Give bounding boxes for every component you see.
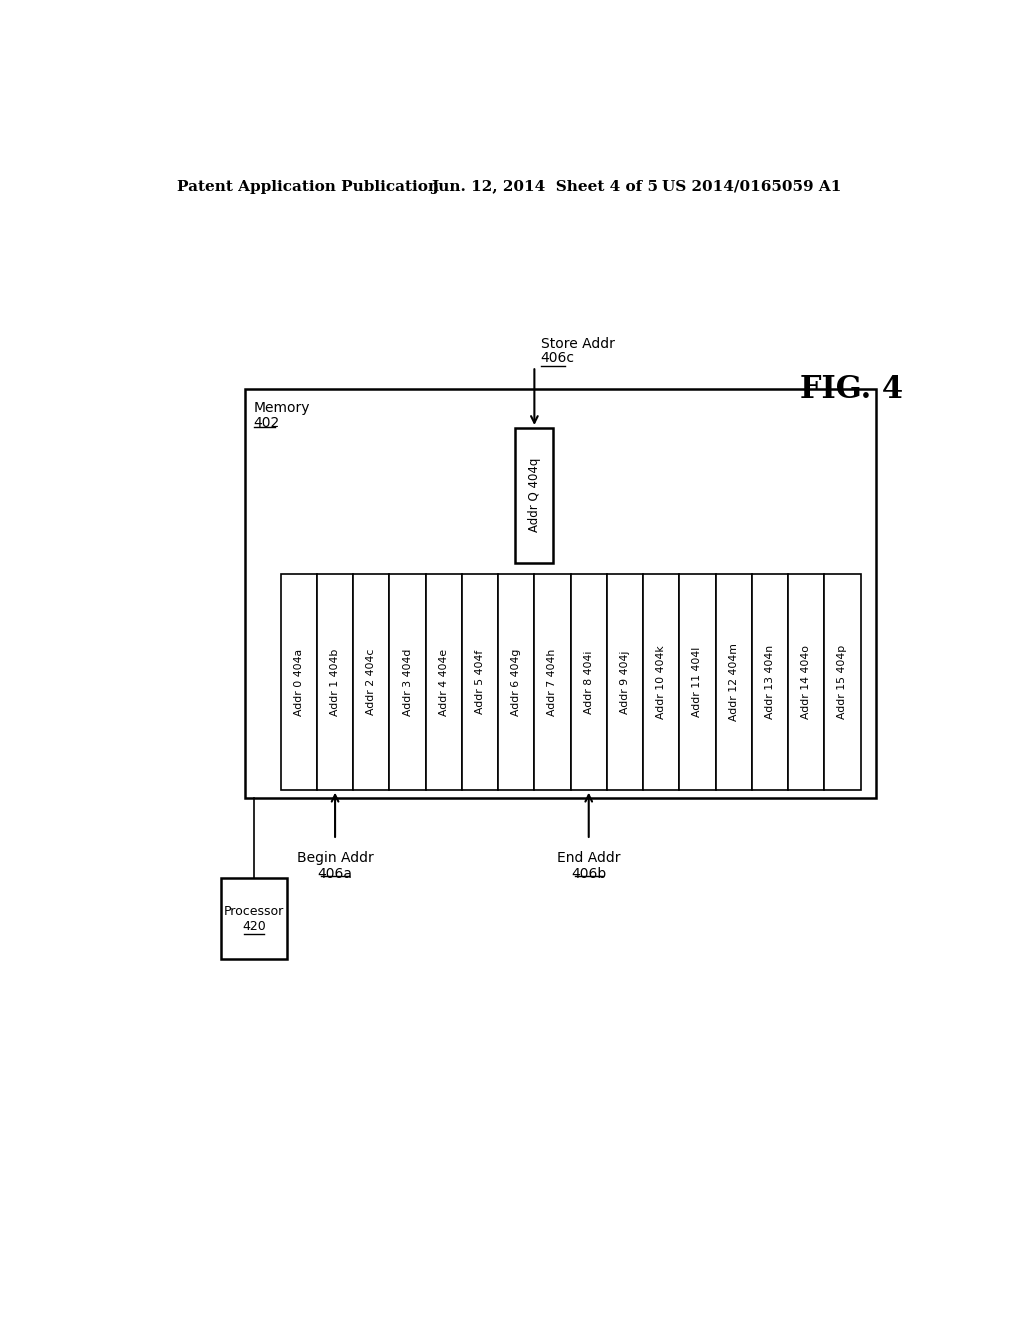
Text: Addr 3 404d: Addr 3 404d — [402, 648, 413, 715]
Bar — [281, 574, 317, 789]
Text: Addr 10 404k: Addr 10 404k — [656, 645, 667, 719]
Text: Jun. 12, 2014  Sheet 4 of 5: Jun. 12, 2014 Sheet 4 of 5 — [431, 180, 657, 194]
Text: Addr 13 404n: Addr 13 404n — [765, 645, 775, 719]
Bar — [752, 574, 788, 789]
Text: Addr 7 404h: Addr 7 404h — [548, 648, 557, 715]
Text: Addr 14 404o: Addr 14 404o — [801, 645, 811, 719]
Text: 406a: 406a — [317, 867, 352, 880]
Bar — [824, 574, 860, 789]
Text: 420: 420 — [243, 920, 266, 933]
Text: Memory: Memory — [254, 401, 310, 414]
Bar — [389, 574, 426, 789]
Text: Store Addr: Store Addr — [541, 337, 614, 351]
Text: Addr 11 404l: Addr 11 404l — [692, 647, 702, 717]
Text: Begin Addr: Begin Addr — [297, 851, 374, 866]
Text: US 2014/0165059 A1: US 2014/0165059 A1 — [662, 180, 842, 194]
Text: Addr 8 404i: Addr 8 404i — [584, 651, 594, 714]
Text: Addr 6 404g: Addr 6 404g — [511, 648, 521, 715]
Text: Addr 1 404b: Addr 1 404b — [330, 648, 340, 715]
Bar — [643, 574, 679, 789]
Bar — [570, 574, 607, 789]
Text: Addr 5 404f: Addr 5 404f — [475, 649, 485, 714]
Bar — [426, 574, 462, 789]
Bar — [462, 574, 498, 789]
Text: 406b: 406b — [571, 867, 606, 880]
Text: Addr 12 404m: Addr 12 404m — [729, 643, 738, 721]
Text: Addr 2 404c: Addr 2 404c — [367, 649, 376, 715]
Text: Addr 0 404a: Addr 0 404a — [294, 648, 304, 715]
Text: 402: 402 — [254, 416, 280, 430]
Bar — [245, 389, 876, 797]
Bar — [353, 574, 389, 789]
Text: 406c: 406c — [541, 351, 574, 364]
Text: Patent Application Publication: Patent Application Publication — [177, 180, 438, 194]
Bar — [498, 574, 535, 789]
Bar — [679, 574, 716, 789]
Text: End Addr: End Addr — [557, 851, 621, 866]
Text: Addr 9 404j: Addr 9 404j — [620, 651, 630, 714]
Bar — [716, 574, 752, 789]
Bar — [221, 878, 287, 960]
Text: Addr Q 404q: Addr Q 404q — [528, 458, 541, 532]
Bar — [515, 428, 553, 562]
Text: FIG. 4: FIG. 4 — [801, 374, 903, 405]
Text: Addr 4 404e: Addr 4 404e — [438, 648, 449, 715]
Bar — [788, 574, 824, 789]
Bar — [607, 574, 643, 789]
Text: Processor: Processor — [224, 904, 285, 917]
Bar — [535, 574, 570, 789]
Text: Addr 15 404p: Addr 15 404p — [838, 645, 848, 719]
Bar — [317, 574, 353, 789]
